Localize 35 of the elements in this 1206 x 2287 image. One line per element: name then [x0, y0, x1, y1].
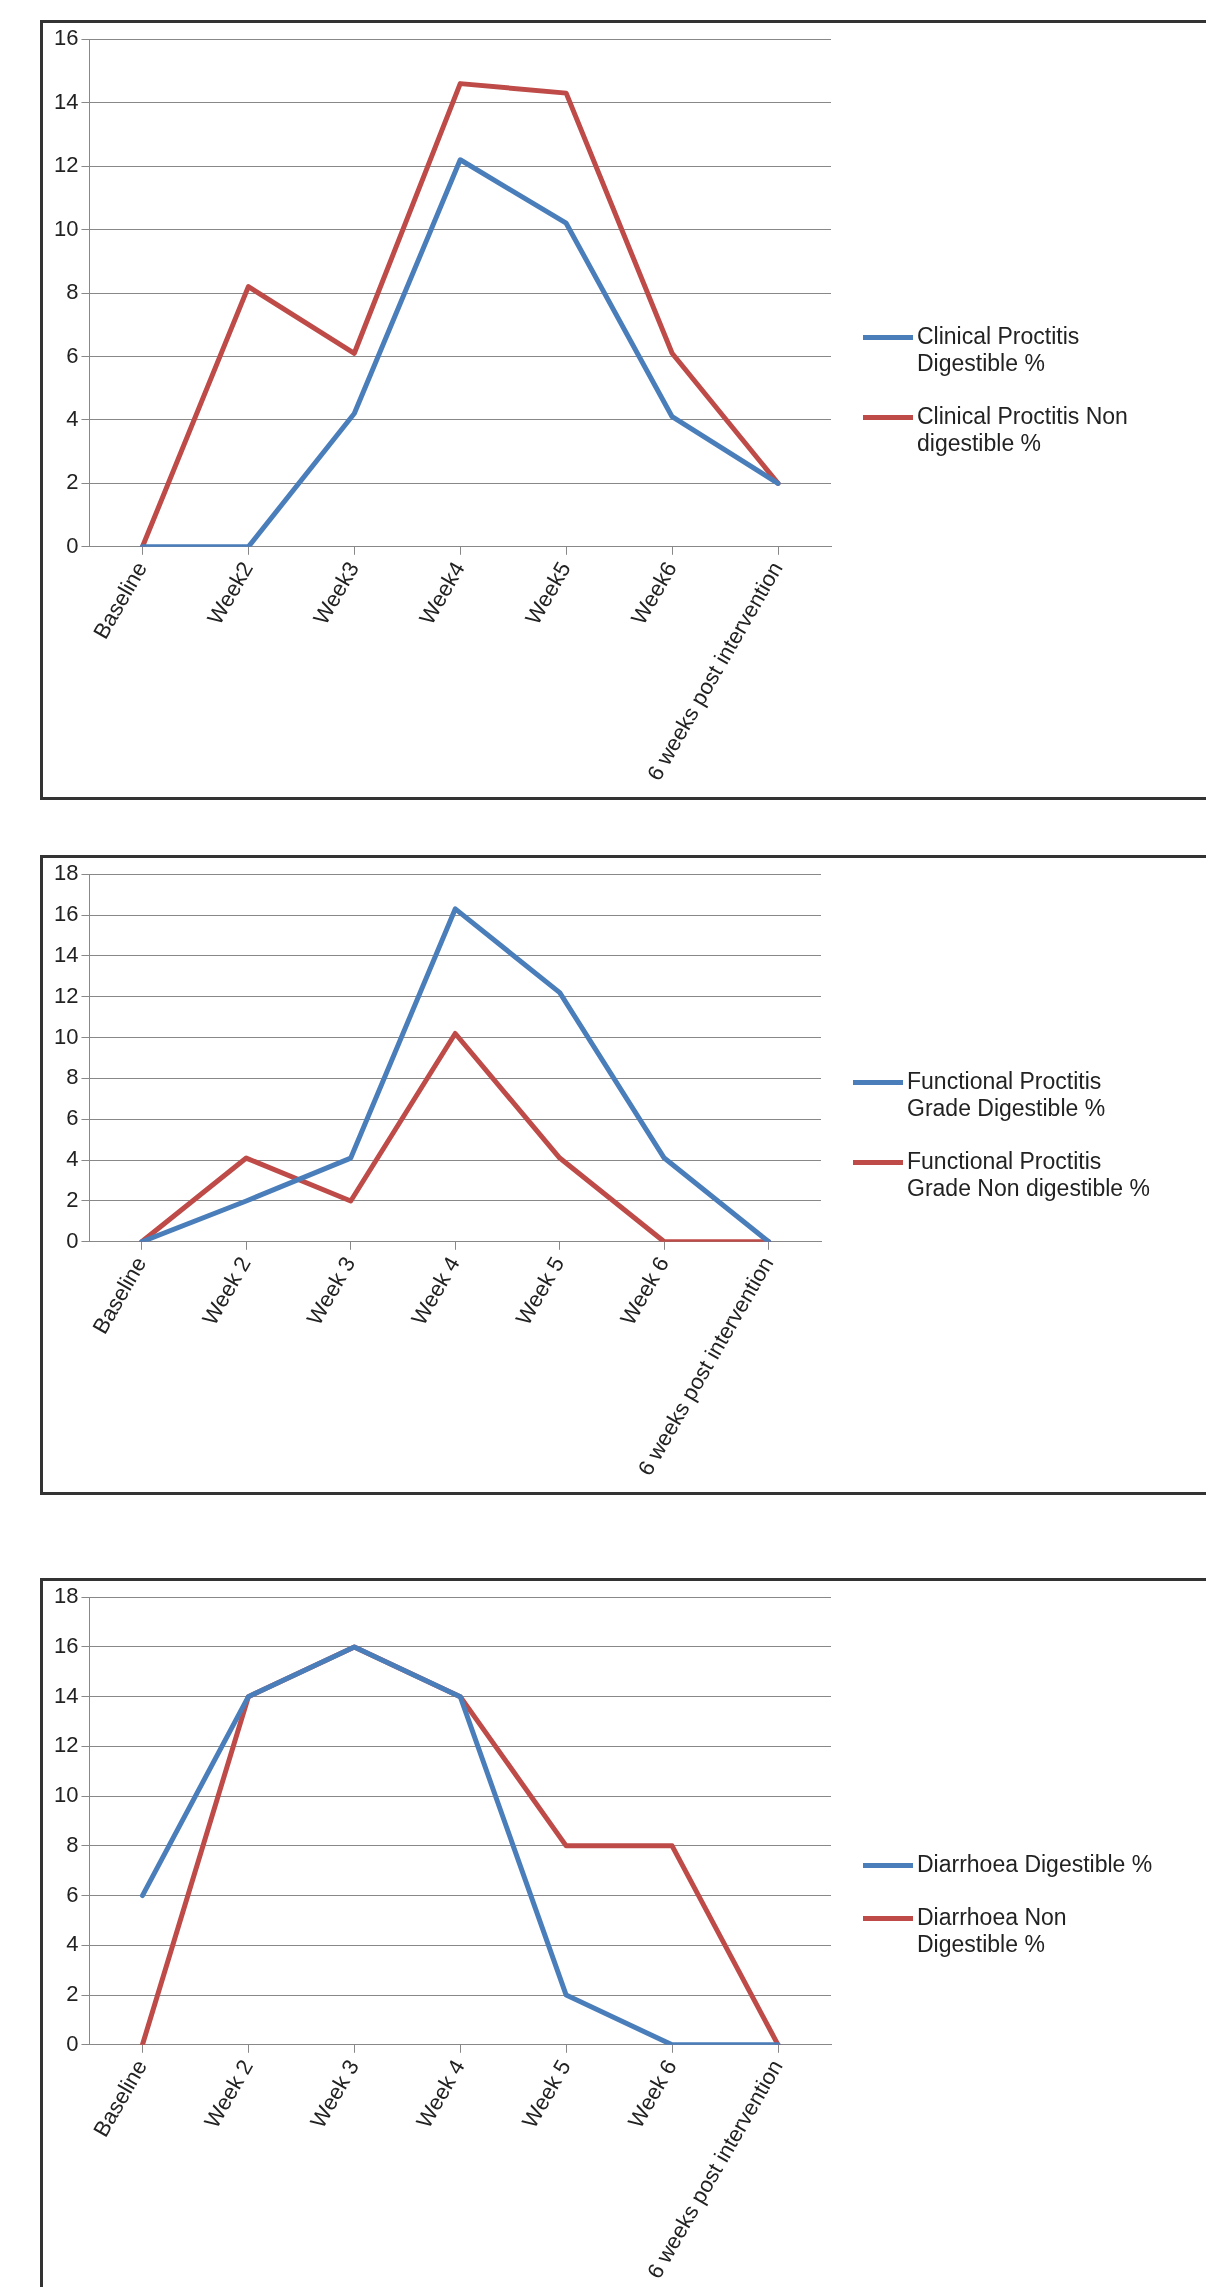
y-tick-label: 0: [66, 2030, 79, 2056]
y-tick-label: 14: [53, 1682, 79, 1708]
y-tick-label: 10: [53, 215, 79, 241]
y-tick-label: 18: [53, 860, 79, 886]
y-tick-label: 2: [66, 469, 79, 495]
y-tick-label: 12: [53, 1732, 79, 1758]
y-tick-label: 4: [66, 405, 79, 431]
y-tick-label: 16: [53, 1633, 79, 1658]
legend-label: Functional Proctitis Grade Non digestible %: [907, 1148, 1151, 1202]
legend-label: Diarrhoea Digestible %: [917, 1851, 1153, 1878]
y-tick-label: 12: [53, 982, 79, 1008]
y-tick-label: 6: [66, 1105, 79, 1131]
y-tick-label: 6: [66, 342, 79, 368]
y-tick-label: 8: [66, 1064, 79, 1090]
y-tick-label: 0: [66, 532, 79, 558]
y-tick-label: 2: [66, 1187, 79, 1213]
y-tick-label: 6: [66, 1881, 79, 1907]
legend-label: Diarrhoea Non Digestible %: [917, 1904, 1068, 1958]
y-tick-label: 12: [53, 152, 79, 178]
y-tick-label: 16: [53, 25, 79, 51]
legend-label: Functional Proctitis Grade Digestible %: [907, 1068, 1107, 1122]
y-tick-label: 8: [66, 279, 79, 305]
y-tick-label: 16: [53, 901, 79, 927]
y-tick-label: 10: [53, 1782, 79, 1808]
y-tick-label: 8: [66, 1831, 79, 1857]
legend-label: Clinical Proctitis Non digestible %: [917, 403, 1129, 457]
y-tick-label: 4: [66, 1146, 79, 1172]
y-tick-label: 14: [53, 88, 79, 114]
y-tick-label: 18: [53, 1583, 79, 1609]
y-tick-label: 0: [66, 1227, 79, 1253]
y-tick-label: 10: [53, 1023, 79, 1049]
y-tick-label: 14: [53, 941, 79, 967]
legend-label: Clinical Proctitis Digestible %: [917, 323, 1081, 377]
y-tick-label: 2: [66, 1981, 79, 2007]
y-tick-label: 4: [66, 1931, 79, 1957]
